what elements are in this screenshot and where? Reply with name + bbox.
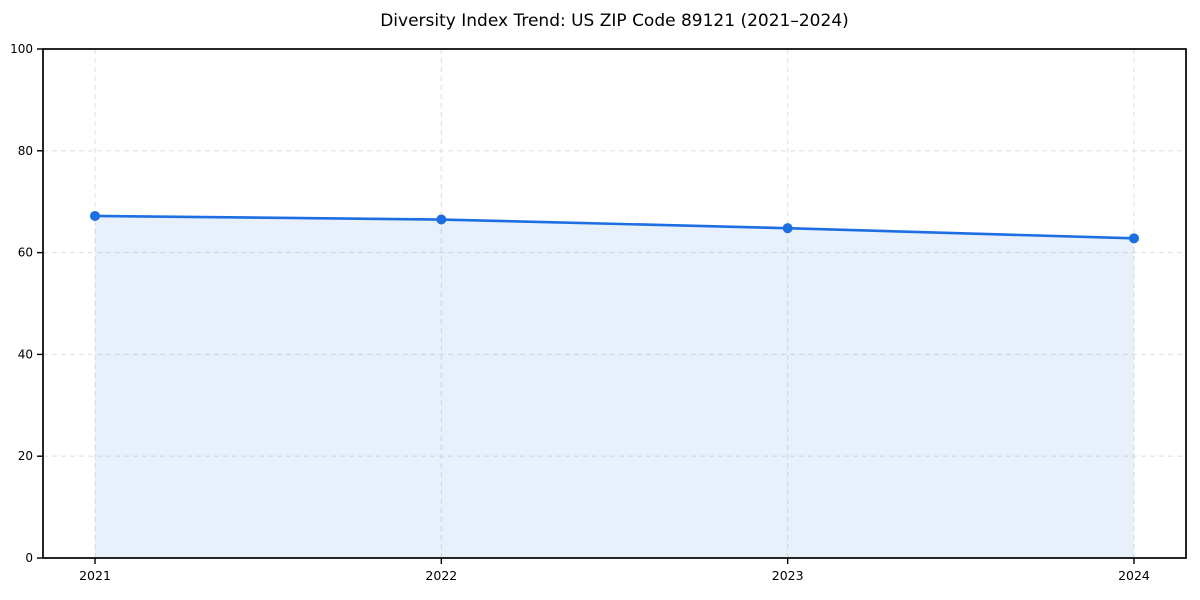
x-axis-tick-label: 2021 <box>79 568 111 583</box>
data-point-marker <box>1128 233 1139 244</box>
y-axis-tick-label: 20 <box>18 449 33 463</box>
y-axis-tick-label: 0 <box>25 551 33 565</box>
data-point-marker <box>782 223 793 234</box>
y-axis-tick-label: 60 <box>18 246 33 260</box>
y-axis-tick-label: 80 <box>18 144 33 158</box>
area-fill <box>95 215 1134 558</box>
x-axis-tick-label: 2022 <box>425 568 457 583</box>
plot-border <box>42 48 1187 559</box>
trend-line <box>93 214 1136 240</box>
y-axis-tick-label: 40 <box>18 347 33 361</box>
x-axis-tick-label: 2024 <box>1118 568 1150 583</box>
data-point-marker <box>436 214 447 225</box>
y-axis-tick-label: 100 <box>10 42 33 56</box>
x-axis-tick-label: 2023 <box>772 568 804 583</box>
chart-title: Diversity Index Trend: US ZIP Code 89121… <box>380 11 849 31</box>
data-point-marker <box>90 210 101 221</box>
